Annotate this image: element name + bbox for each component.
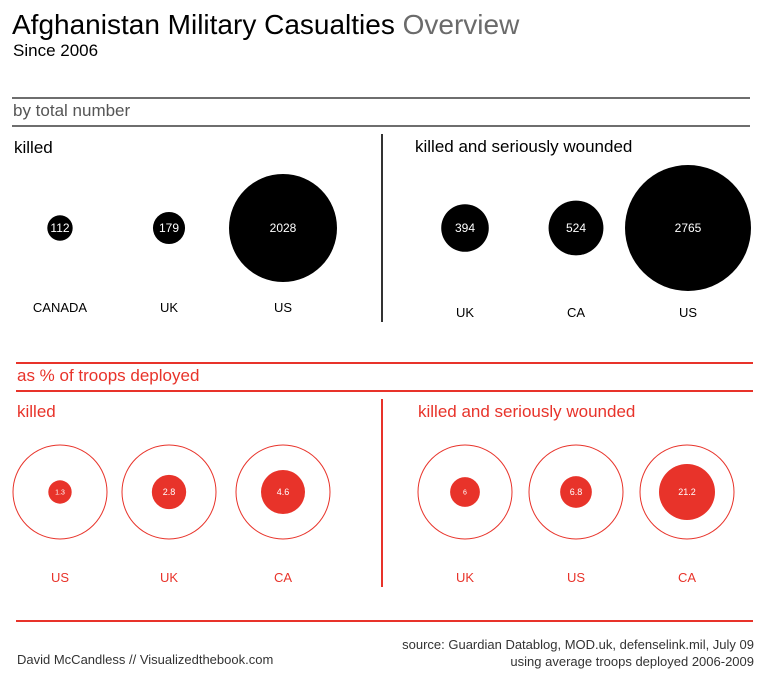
- value-label-0-uk: 179: [159, 221, 179, 235]
- category-label-1-us: US: [679, 305, 697, 320]
- bubble-ring-2-uk: [121, 444, 217, 540]
- value-label-2-us: 1.3: [55, 489, 65, 496]
- bubble-ring-2-us: [12, 444, 108, 540]
- bubble-2-ca: [261, 470, 305, 514]
- footer-rule: [16, 620, 753, 622]
- panel-title-wounded-percent: killed and seriously wounded: [418, 402, 636, 421]
- value-label-3-uk: 6: [463, 489, 467, 496]
- value-label-0-us: 2028: [270, 221, 297, 235]
- category-label-3-ca: CA: [678, 570, 696, 585]
- category-label-2-uk: UK: [160, 570, 178, 585]
- bubble-ring-3-uk: [417, 444, 513, 540]
- section-label-total: by total number: [13, 101, 131, 120]
- percent-section-top-rule: [16, 362, 753, 364]
- value-label-1-ca: 524: [566, 221, 586, 235]
- category-label-2-ca: CA: [274, 570, 292, 585]
- title-main: Afghanistan Military Casualties: [12, 9, 395, 40]
- value-label-1-us: 2765: [675, 221, 702, 235]
- bubble-3-us: [560, 476, 592, 508]
- footer-credit: David McCandless // Visualizedthebook.co…: [17, 652, 274, 667]
- bubble-2-us: [48, 480, 72, 504]
- chart-subtitle: Since 2006: [13, 41, 99, 60]
- footer-source: source: Guardian Datablog, MOD.uk, defen…: [402, 636, 754, 670]
- title-sub: Overview: [402, 9, 520, 40]
- bubble-ring-3-ca: [639, 444, 735, 540]
- section-bottom-rule: [12, 125, 750, 127]
- bubble-0-us: [229, 174, 337, 282]
- category-label-0-uk: UK: [160, 300, 178, 315]
- value-label-3-ca: 21.2: [678, 487, 696, 497]
- category-label-3-uk: UK: [456, 570, 474, 585]
- footer-source-line1: source: Guardian Datablog, MOD.uk, defen…: [402, 637, 754, 652]
- chart-title: Afghanistan Military Casualties Overview: [12, 8, 519, 42]
- percent-section-bottom-rule: [16, 390, 753, 392]
- bubble-1-uk: [441, 204, 489, 252]
- value-label-2-uk: 2.8: [163, 487, 176, 497]
- value-label-0-canada: 112: [50, 221, 69, 235]
- category-label-0-us: US: [274, 300, 292, 315]
- footer-source-line2: using average troops deployed 2006-2009: [510, 654, 754, 669]
- category-label-1-ca: CA: [567, 305, 585, 320]
- bubble-ring-3-us: [528, 444, 624, 540]
- bubble-3-uk: [450, 477, 480, 507]
- bubble-0-canada: [47, 215, 73, 241]
- category-label-3-us: US: [567, 570, 585, 585]
- panel-title-killed-total: killed: [14, 138, 53, 157]
- bubble-ring-2-ca: [235, 444, 331, 540]
- bubble-0-uk: [152, 211, 186, 245]
- section-label-percent: as % of troops deployed: [17, 366, 200, 385]
- panel-title-wounded-total: killed and seriously wounded: [415, 137, 633, 156]
- value-label-1-uk: 394: [455, 221, 475, 235]
- category-label-1-uk: UK: [456, 305, 474, 320]
- panel-title-killed-percent: killed: [17, 402, 56, 421]
- bubble-3-ca: [659, 464, 715, 520]
- category-label-0-canada: CANADA: [33, 300, 88, 315]
- value-label-2-ca: 4.6: [277, 487, 290, 497]
- value-label-3-us: 6.8: [570, 487, 583, 497]
- section-top-rule: [12, 97, 750, 99]
- category-label-2-us: US: [51, 570, 69, 585]
- bubble-1-us: [625, 165, 751, 291]
- bubble-2-uk: [151, 474, 187, 510]
- bubble-1-ca: [548, 200, 604, 256]
- panel-divider-percent: [381, 399, 383, 587]
- panel-divider-total: [381, 134, 383, 322]
